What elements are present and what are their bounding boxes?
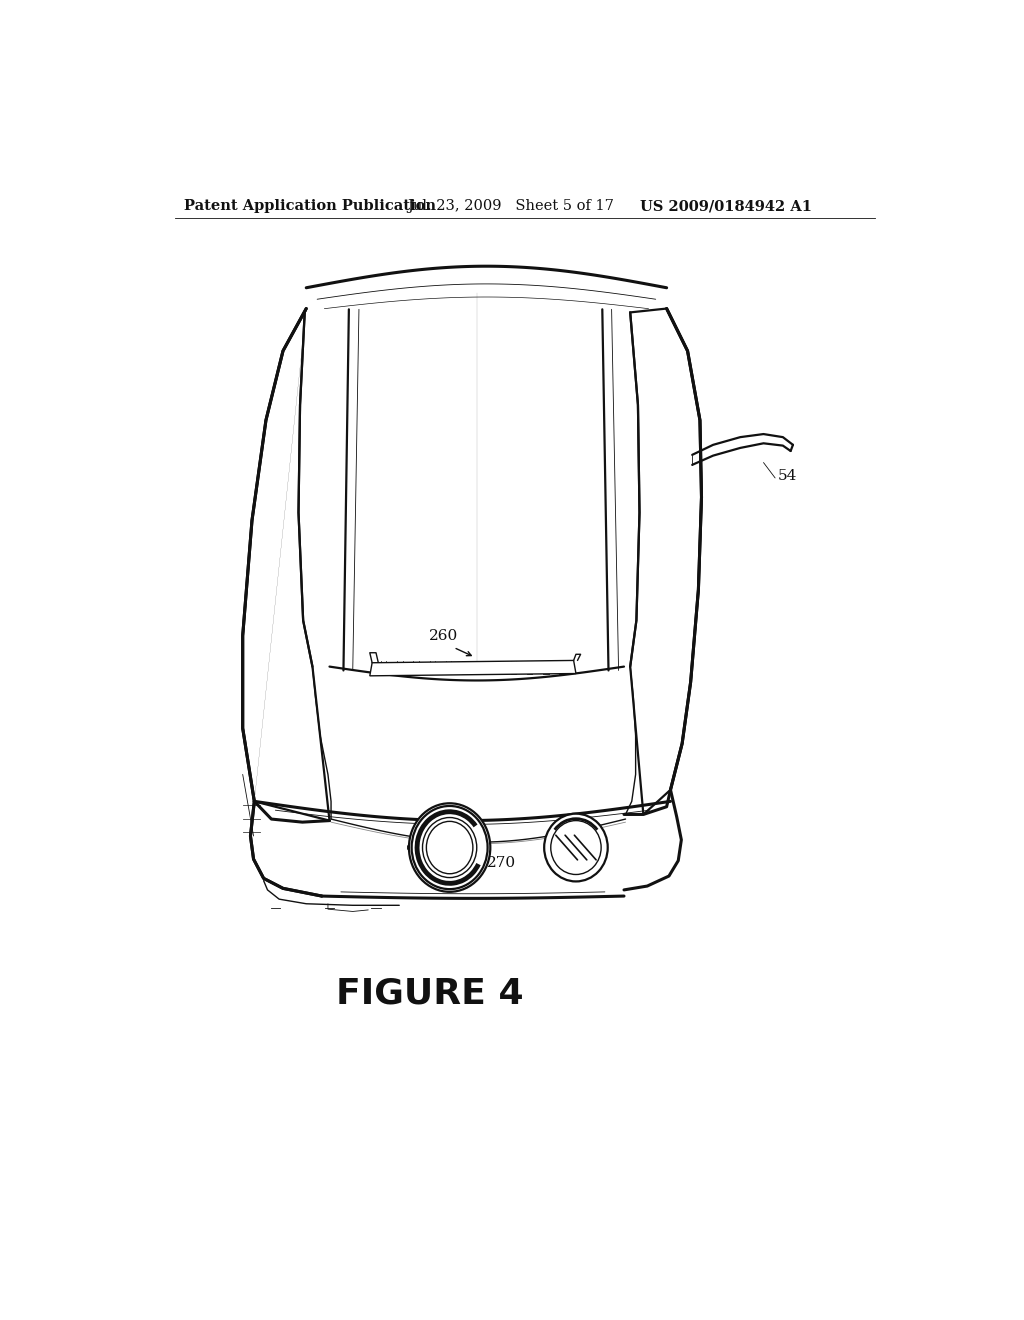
- Ellipse shape: [409, 804, 490, 892]
- Text: FIGURE 4: FIGURE 4: [337, 977, 524, 1011]
- Text: Patent Application Publication: Patent Application Publication: [183, 199, 436, 213]
- Text: Jul. 23, 2009   Sheet 5 of 17: Jul. 23, 2009 Sheet 5 of 17: [407, 199, 613, 213]
- Text: 270: 270: [486, 855, 516, 870]
- Ellipse shape: [423, 817, 477, 878]
- Ellipse shape: [551, 821, 601, 874]
- Ellipse shape: [544, 813, 607, 882]
- Polygon shape: [370, 660, 575, 676]
- Polygon shape: [630, 309, 701, 814]
- Polygon shape: [243, 309, 330, 821]
- Text: US 2009/0184942 A1: US 2009/0184942 A1: [640, 199, 811, 213]
- Text: 260: 260: [429, 628, 458, 643]
- Ellipse shape: [426, 821, 473, 874]
- Text: 54: 54: [777, 469, 797, 483]
